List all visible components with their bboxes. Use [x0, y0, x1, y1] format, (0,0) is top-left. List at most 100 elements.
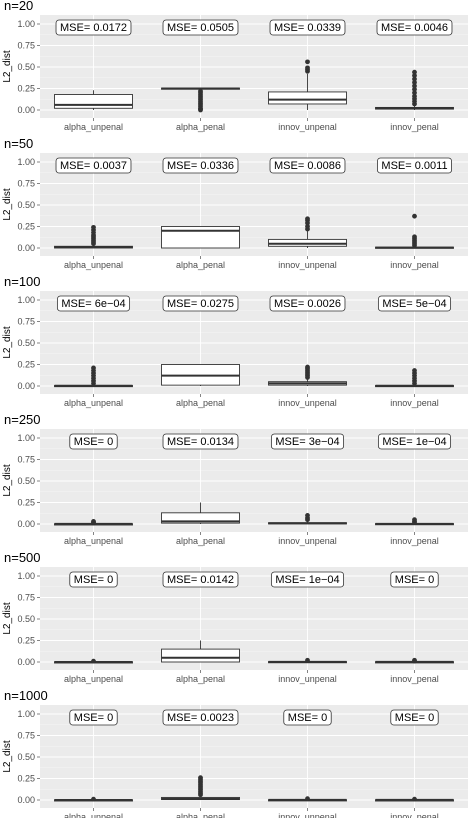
- y-tick-label: 0.00: [17, 243, 35, 253]
- outlier-point: [412, 80, 417, 85]
- x-tick-label: innov_unpenal: [278, 398, 337, 408]
- box-iqr: [161, 512, 240, 524]
- box-innov_unpenal: [268, 657, 347, 664]
- x-tick-label: innov_unpenal: [278, 122, 337, 132]
- x-tick-label: innov_unpenal: [278, 812, 337, 818]
- x-tick-label: alpha_unpenal: [64, 812, 123, 818]
- y-tick-label: 0.25: [17, 498, 35, 508]
- outlier-point: [412, 517, 417, 523]
- y-tick-label: 0.75: [17, 179, 35, 189]
- y-axis-label: L2_dist: [2, 326, 13, 358]
- outlier-point: [412, 368, 417, 373]
- x-tick-label: alpha_penal: [176, 812, 225, 818]
- x-tick-label: innov_penal: [390, 122, 439, 132]
- panel-title: n=50: [4, 136, 33, 151]
- box-alpha_penal: [161, 502, 240, 524]
- outlier-point: [305, 364, 310, 370]
- mse-label: MSE= 5e−04: [382, 298, 446, 310]
- box-innov_unpenal: [268, 59, 347, 110]
- mse-label: MSE= 0.0046: [381, 22, 448, 34]
- box-innov_penal: [375, 69, 454, 110]
- mse-label: MSE= 0.0086: [274, 160, 341, 172]
- mse-label-box: [162, 19, 239, 36]
- box-alpha_unpenal: [54, 365, 133, 388]
- outlier-point: [305, 59, 310, 65]
- outlier-point: [91, 365, 96, 371]
- mse-label-box: [377, 157, 452, 174]
- outlier-point: [412, 90, 417, 96]
- y-tick-label: 0.50: [17, 200, 35, 210]
- box-alpha_penal: [161, 364, 240, 386]
- y-axis-label: L2_dist: [2, 464, 13, 496]
- mse-label: MSE= 0: [74, 574, 113, 586]
- mse-label: MSE= 1e−04: [275, 574, 339, 586]
- y-tick-label: 0.50: [17, 614, 35, 624]
- mse-label: MSE= 0: [395, 712, 434, 724]
- x-tick-label: alpha_penal: [176, 122, 225, 132]
- mse-label: MSE= 0.0037: [60, 160, 127, 172]
- x-tick-label: alpha_unpenal: [64, 260, 123, 270]
- mse-label-box: [162, 157, 239, 174]
- box-innov_unpenal: [268, 513, 347, 525]
- x-tick-label: innov_unpenal: [278, 674, 337, 684]
- x-tick-label: innov_unpenal: [278, 260, 337, 270]
- y-tick-label: 0.00: [17, 381, 35, 391]
- mse-label: MSE= 0.0026: [274, 298, 341, 310]
- y-tick-label: 0.75: [17, 593, 35, 603]
- mse-label-box: [269, 295, 346, 312]
- box-iqr: [268, 91, 347, 105]
- y-tick-label: 0.50: [17, 476, 35, 486]
- mse-label-box: [56, 295, 131, 312]
- mse-label-box: [162, 433, 239, 450]
- mse-label-box: [69, 709, 118, 726]
- mse-label: MSE= 0.0336: [167, 160, 234, 172]
- mse-label-box: [390, 709, 439, 726]
- box-alpha_penal: [161, 87, 240, 113]
- mse-label-box: [377, 433, 452, 450]
- mse-label-box: [283, 709, 332, 726]
- mse-label-box: [55, 19, 132, 36]
- outlier-point: [412, 657, 417, 663]
- panel-5: n=500 0.00 0.25 0.50 0.75 1.00 L2_dist alpha_un…: [2, 550, 468, 684]
- mse-label: MSE= 0: [395, 574, 434, 586]
- y-tick-label: 0.25: [17, 222, 35, 232]
- y-tick-label: 0.50: [17, 752, 35, 762]
- x-tick-label: innov_penal: [390, 260, 439, 270]
- box-innov_penal: [375, 517, 454, 526]
- outlier-point: [412, 69, 417, 75]
- y-tick-label: 0.00: [17, 519, 35, 529]
- outlier-point: [305, 513, 310, 518]
- panel-3: n=100 0.00 0.25 0.50 0.75 1.00 L2_dist alpha_un…: [2, 274, 468, 408]
- box-innov_unpenal: [268, 364, 347, 386]
- mse-label-box: [390, 571, 439, 588]
- x-tick-label: alpha_penal: [176, 674, 225, 684]
- mse-label-box: [162, 295, 239, 312]
- outlier-point: [412, 76, 417, 82]
- box-alpha_unpenal: [54, 519, 133, 526]
- x-tick-label: alpha_unpenal: [64, 674, 123, 684]
- outlier-point: [412, 93, 417, 99]
- outlier-point: [305, 796, 310, 802]
- mse-label: MSE= 1e−04: [382, 436, 446, 448]
- box-alpha_unpenal: [54, 90, 133, 110]
- outlier-point: [412, 213, 417, 219]
- box-iqr: [161, 648, 240, 663]
- outlier-point: [412, 86, 417, 92]
- mse-label-box: [69, 433, 118, 450]
- mse-label-box: [162, 709, 239, 726]
- box-alpha_penal: [161, 775, 240, 801]
- outlier-point: [198, 88, 203, 94]
- y-axis-label: L2_dist: [2, 740, 13, 772]
- outlier-point: [305, 657, 310, 663]
- y-tick-label: 0.25: [17, 636, 35, 646]
- panel-title: n=20: [4, 0, 33, 13]
- y-tick-label: 0.25: [17, 360, 35, 370]
- mse-label: MSE= 0.0339: [274, 22, 341, 34]
- x-tick-label: alpha_penal: [176, 260, 225, 270]
- mse-label: MSE= 3e−04: [275, 436, 339, 448]
- outlier-point: [305, 224, 310, 229]
- x-tick-label: alpha_unpenal: [64, 398, 123, 408]
- outlier-point: [412, 234, 417, 240]
- x-tick-label: alpha_unpenal: [64, 122, 123, 132]
